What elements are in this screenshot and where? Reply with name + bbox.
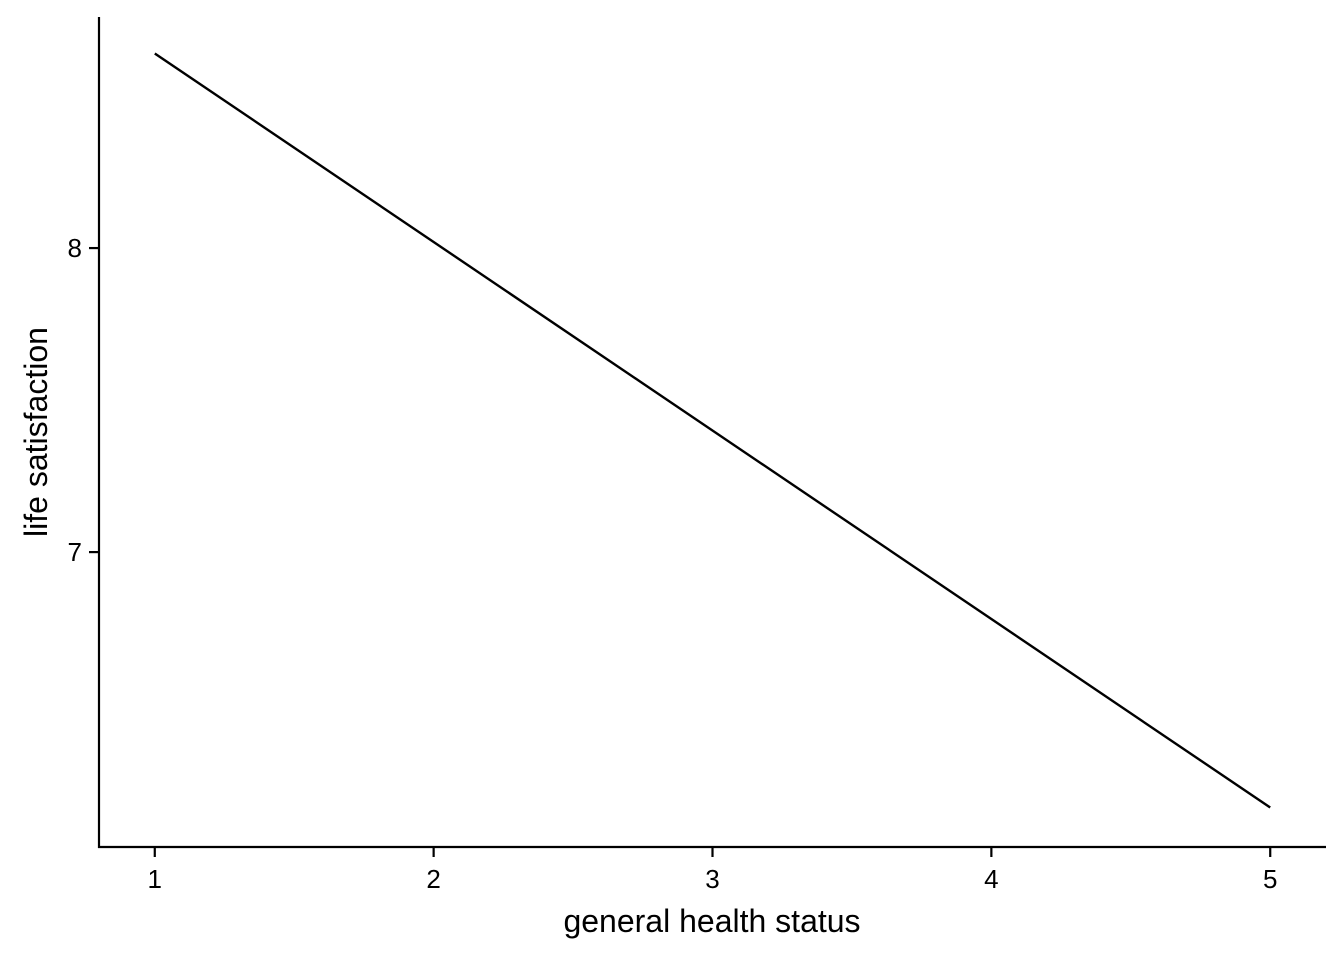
x-tick-label: 1 <box>148 864 162 894</box>
x-tick-label: 4 <box>984 864 998 894</box>
x-tick-label: 3 <box>705 864 719 894</box>
y-ticks: 78 <box>68 233 99 567</box>
series-line-0 <box>154 52 1271 809</box>
x-ticks: 1 2 3 4 5 <box>148 847 1277 894</box>
y-tick-label: 7 <box>68 537 82 567</box>
x-axis-title: general health status <box>563 903 860 939</box>
y-axis-title: life satisfaction <box>18 327 54 537</box>
series <box>154 52 1271 809</box>
x-tick-label: 2 <box>426 864 440 894</box>
x-tick-label: 5 <box>1263 864 1277 894</box>
y-tick-label: 8 <box>68 233 82 263</box>
